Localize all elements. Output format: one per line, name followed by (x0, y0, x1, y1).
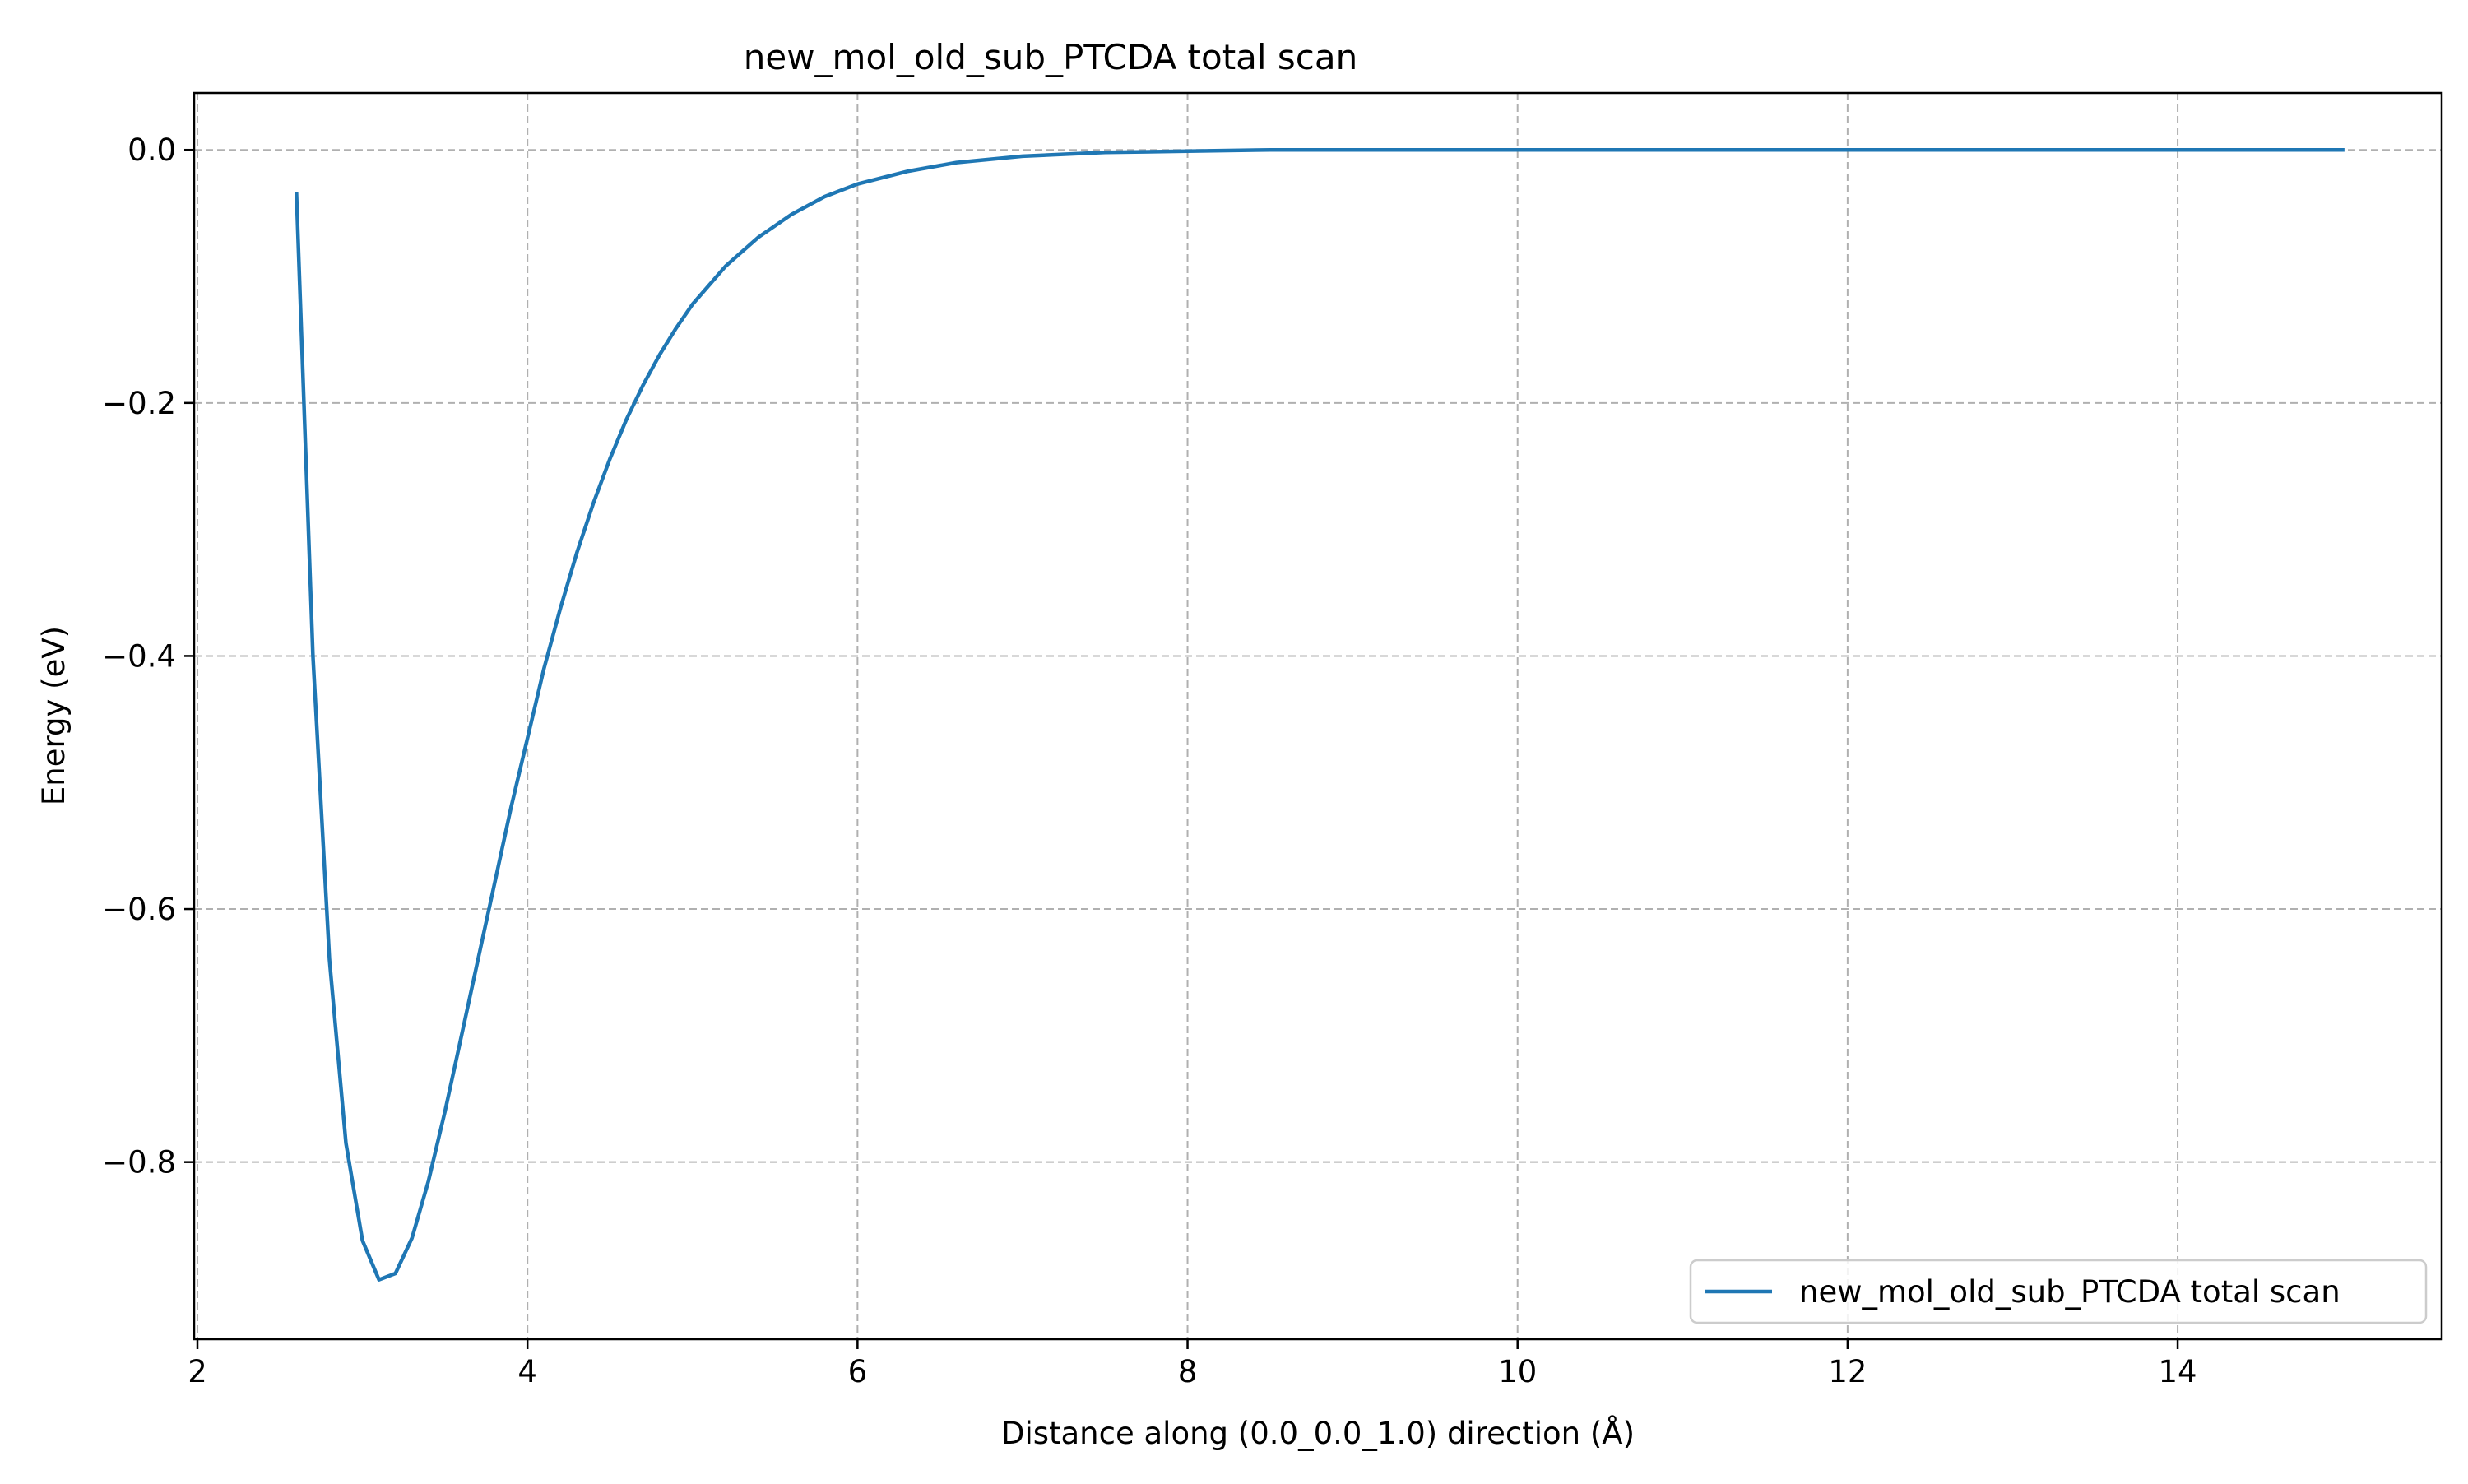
x-axis-label: Distance along (0.0_0.0_1.0) direction (… (1001, 1415, 1635, 1451)
grid (194, 93, 2442, 1339)
x-tick-label: 8 (1178, 1354, 1198, 1389)
y-axis: 0.0 −0.2 −0.4 −0.6 −0.8 (102, 132, 194, 1180)
legend-box (1689, 1259, 2428, 1324)
y-tick-label: −0.2 (102, 386, 176, 421)
x-tick-label: 14 (2159, 1354, 2197, 1389)
legend-label: new_mol_old_sub_PTCDA total scan (1799, 1274, 2340, 1310)
x-tick-label: 4 (517, 1354, 537, 1389)
x-tick-label: 6 (848, 1354, 868, 1389)
y-tick-label: 0.0 (128, 132, 176, 168)
series-layer (295, 147, 2345, 1282)
legend: new_mol_old_sub_PTCDA total scan (1689, 1259, 2428, 1324)
y-axis-label: Energy (eV) (36, 626, 72, 805)
series-line (295, 147, 2345, 1282)
x-tick-label: 10 (1498, 1354, 1537, 1389)
y-tick-label: −0.8 (102, 1145, 176, 1180)
x-tick-label: 12 (1828, 1354, 1867, 1389)
y-tick-label: −0.6 (102, 892, 176, 927)
chart-title: new_mol_old_sub_PTCDA total scan (744, 37, 1358, 77)
x-tick-label: 2 (188, 1354, 207, 1389)
x-axis: 2 4 6 8 10 12 14 (188, 1339, 2197, 1389)
y-tick-label: −0.4 (102, 638, 176, 674)
plot-frame (193, 91, 2443, 1341)
